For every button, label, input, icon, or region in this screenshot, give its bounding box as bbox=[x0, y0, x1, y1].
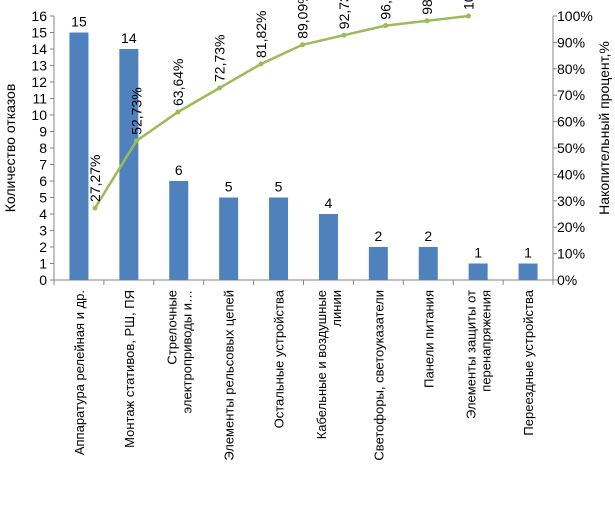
y-tick-label: 10 bbox=[31, 107, 47, 123]
bar bbox=[468, 263, 488, 280]
bar bbox=[518, 263, 538, 280]
x-category-label: Элементы рельсовых цепей bbox=[222, 290, 237, 461]
x-category-label: Кабельные и воздушныелинии bbox=[314, 290, 344, 439]
cumulative-point bbox=[258, 61, 264, 67]
bar-value-label: 2 bbox=[424, 228, 432, 244]
bar bbox=[318, 214, 338, 280]
cumulative-point bbox=[341, 32, 347, 38]
bar-value-label: 5 bbox=[225, 179, 233, 195]
y2-tick-label: 20% bbox=[557, 219, 585, 235]
y-tick-label: 1 bbox=[39, 256, 47, 272]
y2-tick-label: 30% bbox=[557, 193, 585, 209]
cumulative-point bbox=[217, 85, 222, 91]
bar-value-label: 4 bbox=[325, 195, 333, 211]
cumulative-line-path bbox=[93, 14, 469, 209]
labels: 15 14 6 5 5 4 2 2 1 1 Аппаратура релейная и др. Мон… bbox=[71, 0, 536, 461]
cumulative-point bbox=[424, 18, 430, 24]
x-category-label: Монтаж стативов, РШ, ПЯ bbox=[122, 290, 137, 448]
bar bbox=[119, 49, 139, 280]
bar-value-label: 14 bbox=[121, 30, 137, 46]
bar bbox=[269, 197, 289, 280]
y-tick-label: 15 bbox=[31, 25, 47, 41]
x-category-label: Переездные устройства bbox=[521, 289, 536, 435]
cumulative-point bbox=[175, 109, 181, 115]
y-axis-title: Количество отказов bbox=[2, 84, 18, 213]
bar-value-label: 1 bbox=[524, 245, 532, 261]
y2-tick-label: 70% bbox=[557, 87, 585, 103]
cumulative-point bbox=[92, 205, 98, 211]
cumulative-point bbox=[383, 23, 388, 29]
y-tick-label: 12 bbox=[31, 74, 47, 90]
cumulative-value-label: 100,00% bbox=[461, 0, 477, 10]
y-tick-label: 4 bbox=[39, 206, 47, 222]
cumulative-value-label: 27,27% bbox=[87, 155, 103, 202]
y-tick-label: 8 bbox=[39, 140, 47, 156]
y2-tick-label: 50% bbox=[557, 140, 585, 156]
y-tick-label: 9 bbox=[39, 124, 47, 140]
x-category-label: Аппаратура релейная и др. bbox=[72, 290, 87, 455]
cumulative-value-label: 98,18% bbox=[419, 0, 435, 15]
y2-tick-label: 100% bbox=[557, 8, 593, 24]
bar-value-label: 1 bbox=[474, 245, 482, 261]
bar bbox=[69, 32, 89, 280]
bar bbox=[418, 247, 438, 280]
x-category-label: Светофоры, светоуказатели bbox=[371, 290, 386, 461]
bar-value-label: 2 bbox=[374, 228, 382, 244]
x-category-label: Стрелочныеэлектроприводы и… bbox=[164, 290, 194, 413]
x-category-label: Остальные устройства bbox=[272, 289, 287, 428]
y-tick-label: 0 bbox=[39, 272, 47, 288]
y-tick-label: 6 bbox=[39, 173, 47, 189]
cumulative-value-label: 89,09% bbox=[295, 0, 311, 39]
y2-tick-label: 0% bbox=[557, 272, 577, 288]
bar-value-label: 5 bbox=[275, 179, 283, 195]
y2-tick-label: 90% bbox=[557, 34, 585, 50]
cumulative-point bbox=[466, 13, 471, 19]
y2-tick-label: 40% bbox=[557, 166, 585, 182]
y-tick-label: 2 bbox=[39, 239, 47, 255]
x-category-label: Панели питания bbox=[421, 290, 436, 388]
cumulative-value-label: 96,36% bbox=[378, 0, 394, 20]
cumulative-value-label: 92,73% bbox=[336, 0, 352, 29]
bar-value-label: 15 bbox=[71, 14, 87, 30]
y2-axis-title: Накопительный процент,% bbox=[596, 41, 612, 215]
bars bbox=[69, 32, 538, 280]
cumulative-value-label: 72,73% bbox=[212, 35, 228, 82]
axes: 0123456789101112131415160%10%20%30%40%50… bbox=[31, 8, 592, 288]
cumulative-value-label: 81,82% bbox=[253, 11, 269, 58]
y-tick-label: 14 bbox=[31, 41, 47, 57]
cumulative-line bbox=[92, 13, 471, 211]
y2-tick-label: 60% bbox=[557, 114, 585, 130]
y-tick-label: 11 bbox=[32, 91, 47, 107]
bar-value-label: 6 bbox=[175, 162, 183, 178]
y2-tick-label: 80% bbox=[557, 61, 585, 77]
x-category-label: Элементы защиты отперенапряжения bbox=[464, 290, 494, 419]
y-tick-label: 5 bbox=[39, 190, 47, 206]
bar bbox=[169, 181, 189, 280]
y-tick-label: 16 bbox=[31, 8, 47, 24]
bar bbox=[368, 247, 388, 280]
bar bbox=[219, 197, 239, 280]
cumulative-point bbox=[134, 138, 139, 144]
cumulative-value-label: 52,73% bbox=[129, 87, 145, 134]
y-tick-label: 3 bbox=[39, 223, 47, 239]
cumulative-point bbox=[300, 42, 305, 48]
y2-tick-label: 10% bbox=[557, 246, 585, 262]
cumulative-value-label: 63,64% bbox=[170, 59, 186, 106]
y-tick-label: 13 bbox=[31, 58, 47, 74]
y-tick-label: 7 bbox=[39, 157, 47, 173]
